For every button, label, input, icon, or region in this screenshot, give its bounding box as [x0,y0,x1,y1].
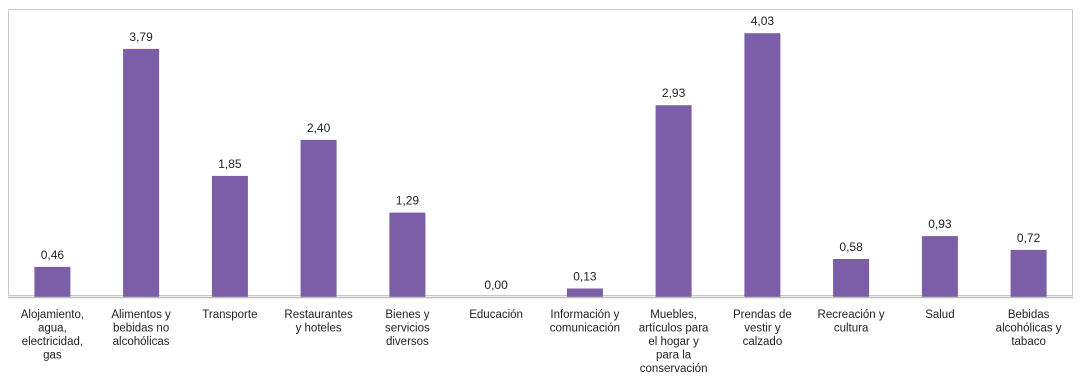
category-label-6: Información y comunicación [550,309,620,335]
category-label-line: calzado [743,336,783,348]
data-label-1: 3,79 [129,30,153,44]
category-label-line: bebidas no [113,323,169,335]
category-label-line: servicios [385,323,430,335]
category-label-line: electricidad, [22,336,83,348]
category-label-line: comunicación [550,323,620,335]
category-label-7: Muebles, artículos para el hogar y para la c… [639,309,709,375]
category-label-line: Prendas de [733,309,792,321]
data-label-5: 0,00 [484,278,508,292]
category-label-0: Alojamiento, agua, electricidad, gas [21,309,84,362]
bar-2 [211,175,248,297]
data-label-0: 0,46 [41,248,65,262]
category-label-9: Recreación y cultura [818,309,885,335]
data-label-8: 4,03 [751,14,775,28]
bar-8 [744,33,781,297]
bar-9 [833,259,870,297]
category-label-line: Educación [469,309,523,321]
category-label-line: Alojamiento, [21,309,84,321]
category-label-line: Muebles, [650,309,697,321]
category-label-line: Salud [925,309,954,321]
plot-border [8,9,1073,296]
category-label-4: Bienes y servicios diversos [385,309,430,348]
bar-11 [1010,249,1047,297]
bar-4 [389,212,426,297]
category-label-line: cultura [834,323,869,335]
bar-6 [566,288,603,297]
category-label-line: conservación [640,363,708,375]
category-label-11: Bebidas alcohólicas y tabaco [996,309,1062,348]
data-label-7: 2,93 [662,86,686,100]
category-label-line: artículos para [639,323,709,335]
category-label-line: diversos [386,336,429,348]
category-label-line: Alimentos y [111,309,171,321]
category-label-10: Salud [925,309,954,321]
bar-7 [655,105,692,297]
data-label-3: 2,40 [307,121,331,135]
category-label-line: para la [656,350,692,362]
category-label-line: gas [43,350,62,362]
category-label-line: alcohólicas [113,336,170,348]
data-label-2: 1,85 [218,157,242,171]
data-label-6: 0,13 [573,270,597,284]
bar-0 [34,266,71,297]
data-label-9: 0,58 [839,240,863,254]
category-label-8: Prendas de vestir y calzado [733,309,792,348]
data-label-11: 0,72 [1017,231,1041,245]
category-label-line: vestir y [744,323,781,335]
bar-1 [123,48,160,298]
bar-3 [300,139,337,297]
category-label-line: Bebidas [1008,309,1050,321]
category-label-line: tabaco [1011,336,1046,348]
category-label-line: el hogar y [648,336,699,348]
bar-10 [921,236,958,297]
category-label-5: Educación [469,309,523,321]
category-label-3: Restaurantes y hoteles [284,309,353,335]
category-label-line: Transporte [202,309,257,321]
category-label-line: y hoteles [296,323,342,335]
data-label-10: 0,93 [928,217,952,231]
data-label-4: 1,29 [396,194,420,208]
category-label-1: Alimentos y bebidas no alcohólicas [111,309,171,348]
category-label-2: Transporte [202,309,257,321]
category-label-line: Restaurantes [284,309,353,321]
category-label-line: Información y [550,309,619,321]
category-label-line: Bienes y [385,309,429,321]
category-label-line: alcohólicas y [996,323,1062,335]
category-label-line: Recreación y [818,309,885,321]
category-label-line: agua, [38,323,67,335]
